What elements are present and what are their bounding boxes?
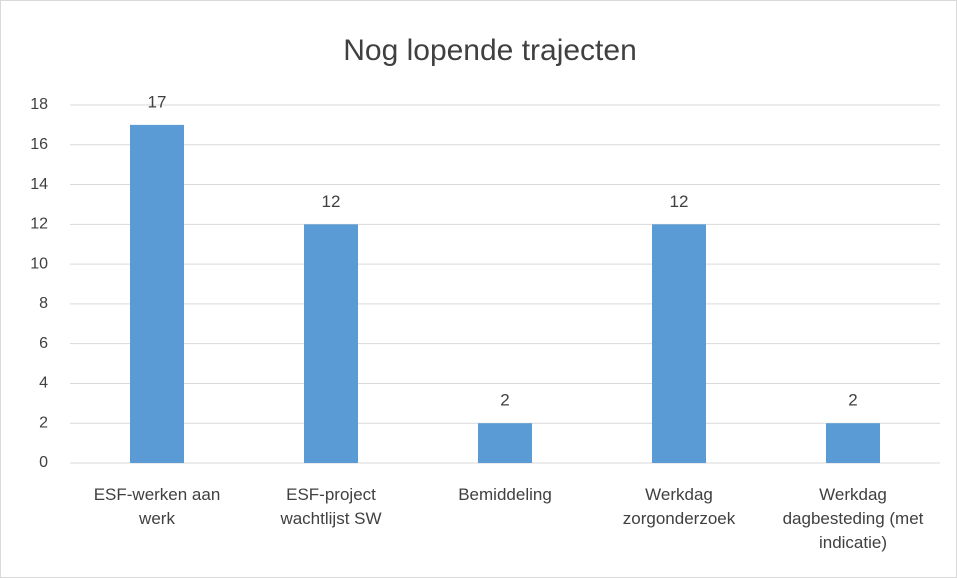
y-tick-label: 8 (39, 295, 48, 312)
bar (652, 224, 706, 463)
y-tick-label: 12 (30, 216, 48, 233)
data-label: 12 (670, 192, 689, 211)
x-tick-label: ESF-project wachtlijst SW (279, 485, 381, 528)
x-tick-label: ESF-werken aan werk (94, 485, 221, 528)
data-label: 2 (500, 391, 509, 410)
y-tick-label: 16 (30, 136, 48, 153)
data-label: 2 (848, 391, 857, 410)
y-tick-label: 6 (39, 335, 48, 352)
data-label: 12 (322, 192, 341, 211)
bar (130, 124, 184, 463)
bar (478, 423, 532, 463)
bar (304, 224, 358, 463)
y-tick-label: 14 (30, 176, 48, 193)
x-tick-label: Bemiddeling (458, 485, 552, 504)
x-tick-label: Werkdag zorgonderzoek (623, 485, 736, 528)
y-tick-label: 0 (39, 454, 48, 471)
x-tick-label: Werkdag dagbesteding (met indicatie) (783, 485, 924, 552)
y-tick-label: 2 (39, 414, 48, 431)
y-tick-label: 10 (30, 255, 48, 272)
y-tick-label: 18 (30, 96, 48, 113)
chart-title: Nog lopende trajecten (343, 34, 637, 67)
data-label: 17 (148, 92, 167, 111)
y-tick-label: 4 (39, 375, 48, 392)
bar (826, 423, 880, 463)
